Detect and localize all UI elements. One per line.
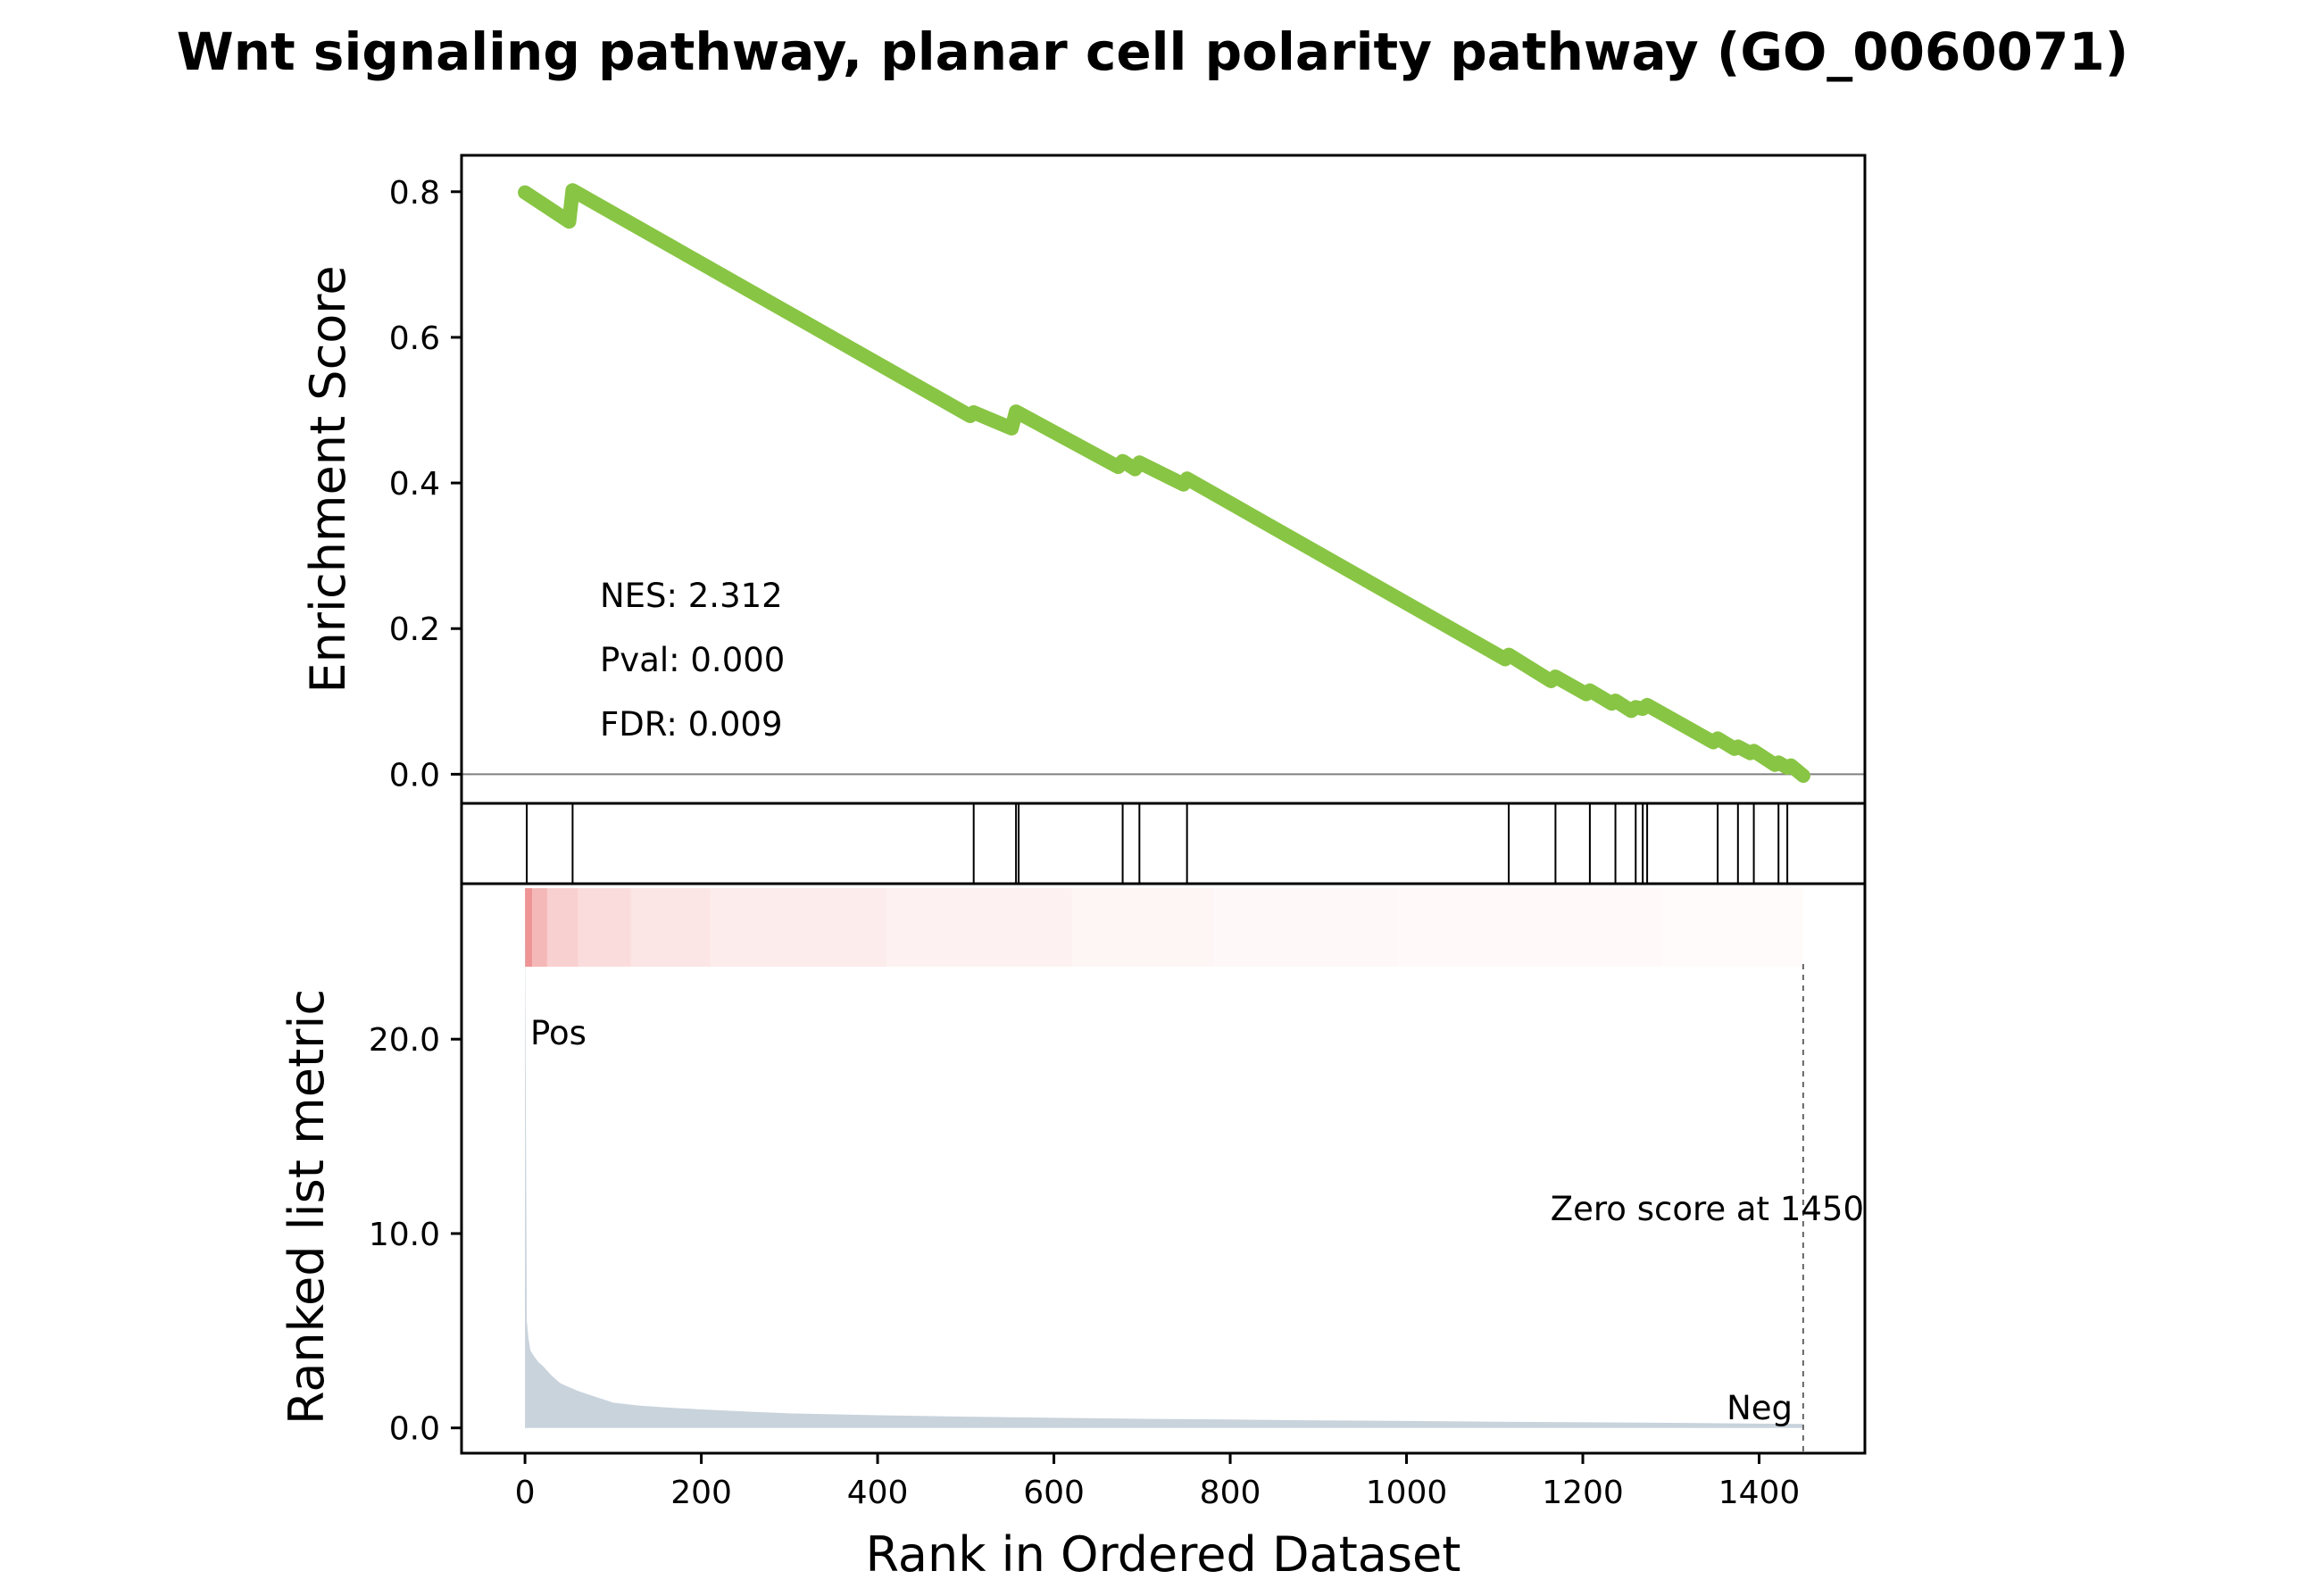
fdr-annotation: FDR: 0.009 xyxy=(600,705,783,744)
pval-annotation: Pval: 0.000 xyxy=(600,641,785,679)
neg-label: Neg xyxy=(1727,1389,1793,1427)
es-y-ticks: 0.0 0.2 0.4 0.6 0.8 xyxy=(389,175,462,794)
x-axis-label: Rank in Ordered Dataset xyxy=(866,1526,1461,1583)
rm-y-tick-label: 0.0 xyxy=(389,1411,440,1448)
rm-y-tick-label: 20.0 xyxy=(369,1022,440,1059)
heat-segment xyxy=(546,888,578,967)
enrichment-score-line xyxy=(518,183,1810,783)
x-tick-label: 1000 xyxy=(1366,1475,1448,1511)
heat-segment xyxy=(531,888,548,967)
rm-panel-frame xyxy=(460,882,1867,1455)
heat-segment xyxy=(578,888,632,967)
es-y-tick-label: 0.6 xyxy=(389,320,440,357)
rm-y-ticks: 0.0 10.0 20.0 xyxy=(369,1022,462,1448)
x-tick-label: 200 xyxy=(670,1475,732,1511)
x-tick-label: 1200 xyxy=(1542,1475,1624,1511)
x-tick-label: 400 xyxy=(847,1475,909,1511)
ranked-metric-area xyxy=(525,909,1803,1428)
heat-strip xyxy=(525,888,1804,967)
heat-segment xyxy=(1397,888,1663,967)
es-y-axis-label: Enrichment Score xyxy=(300,265,356,693)
heat-segment xyxy=(1071,888,1213,967)
nes-annotation: NES: 2.312 xyxy=(600,577,783,615)
rm-y-tick-label: 10.0 xyxy=(369,1217,440,1253)
x-ticks: 0 200 400 600 800 1000 1200 1400 xyxy=(515,1453,1801,1511)
hits-panel-frame xyxy=(460,802,1867,885)
es-y-tick-label: 0.4 xyxy=(389,466,440,503)
heat-segment xyxy=(710,888,887,967)
x-tick-label: 0 xyxy=(515,1475,536,1511)
enrichment-panel: 0.0 0.2 0.4 0.6 0.8 NES: 2.312 Pval: 0.000 F… xyxy=(300,154,1867,805)
hits-panel xyxy=(460,802,1867,885)
x-tick-label: 800 xyxy=(1200,1475,1261,1511)
x-tick-label: 600 xyxy=(1023,1475,1085,1511)
pos-label: Pos xyxy=(530,1014,587,1052)
zero-cross-label: Zero score at 1450 xyxy=(1551,1190,1864,1228)
ranked-metric-panel: Zero score at 1450 Pos Neg 0.0 10.0 20.0 R… xyxy=(279,882,1867,1455)
heat-segment xyxy=(630,888,711,967)
heat-segment xyxy=(1212,888,1399,967)
heat-segment xyxy=(1661,888,1804,967)
x-tick-label: 1400 xyxy=(1718,1475,1801,1511)
es-y-tick-label: 0.8 xyxy=(389,175,440,212)
es-y-tick-label: 0.0 xyxy=(389,757,440,794)
heat-segment xyxy=(886,888,1072,967)
rm-y-axis-label: Ranked list metric xyxy=(279,989,335,1425)
es-y-tick-label: 0.2 xyxy=(389,611,440,648)
chart-title: Wnt signaling pathway, planar cell polar… xyxy=(177,21,2129,82)
heat-segment xyxy=(525,888,533,967)
